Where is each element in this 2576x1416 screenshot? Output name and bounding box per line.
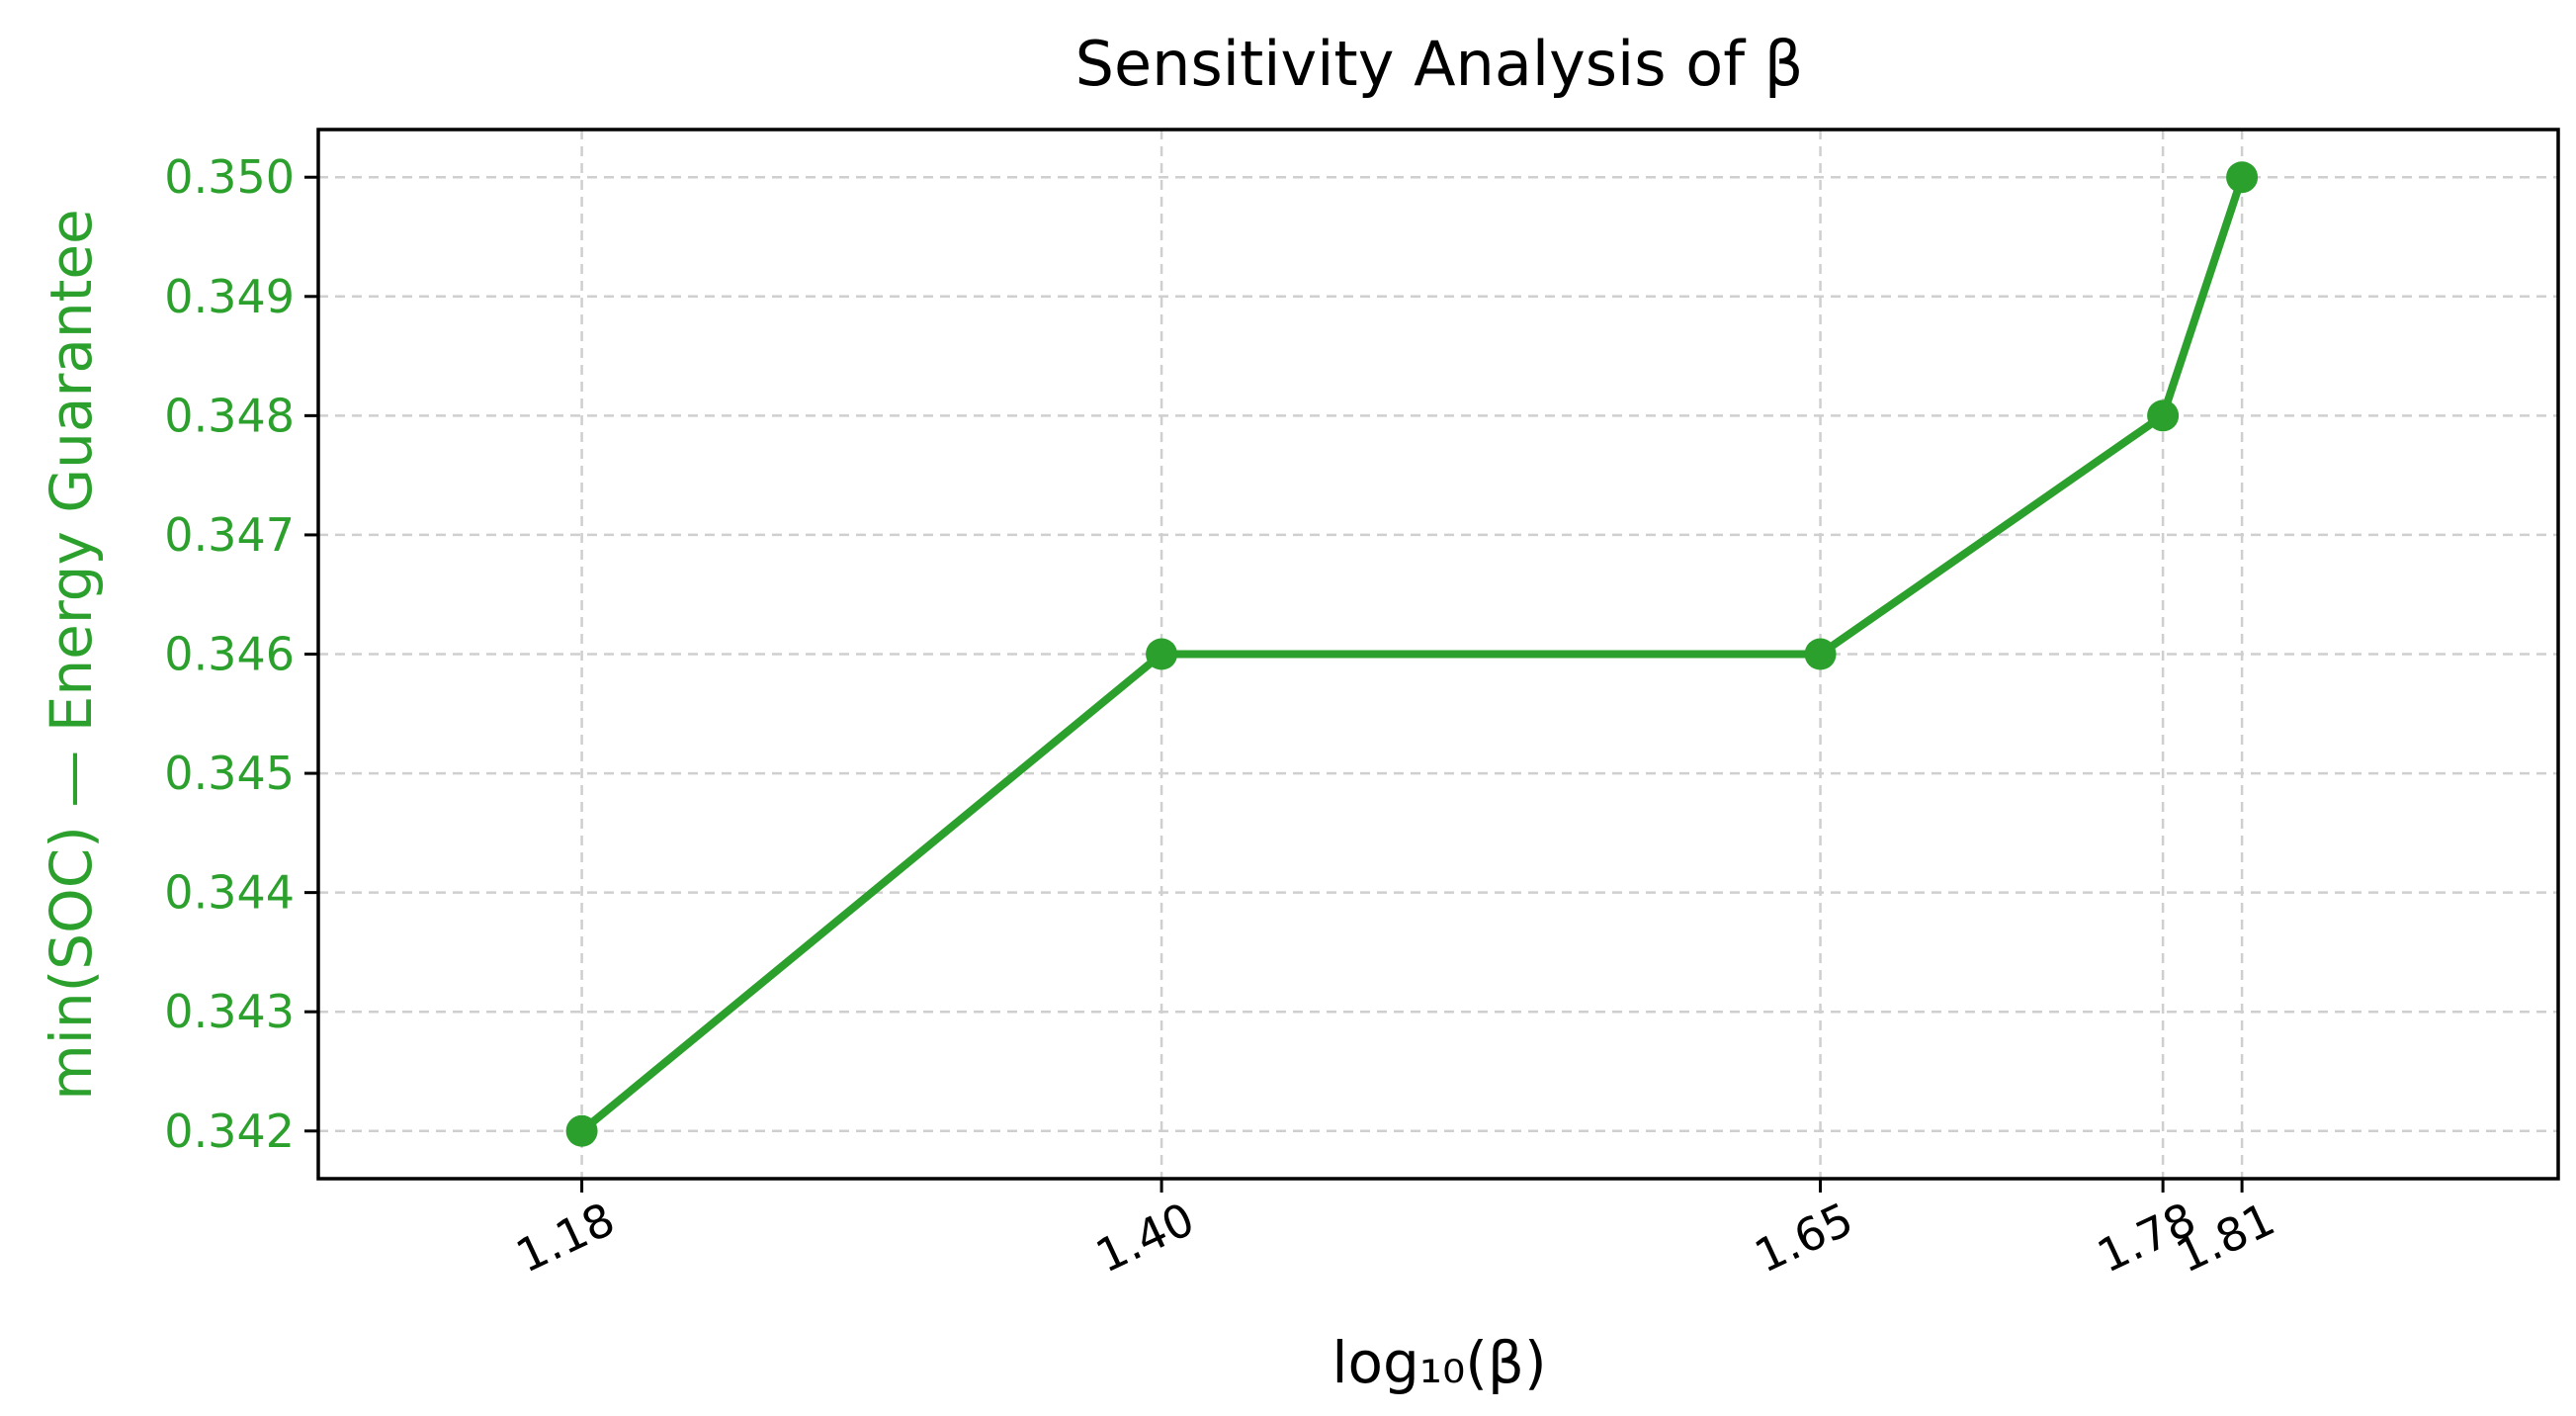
y-tick-label: 0.347 <box>164 508 295 562</box>
x-tick-label: 1.65 <box>1747 1192 1861 1283</box>
series-layer <box>565 161 2259 1147</box>
y-tick-label: 0.350 <box>164 150 295 204</box>
y-tick-label: 0.348 <box>164 389 295 442</box>
y-tick-label: 0.349 <box>164 270 295 323</box>
y-tick-label: 0.345 <box>164 747 295 800</box>
chart-title: Sensitivity Analysis of β <box>1075 28 1804 100</box>
x-axis-label: log₁₀(β) <box>1331 1329 1546 1396</box>
y-axis-label: min(SOC) — Energy Guarantee <box>38 209 105 1100</box>
data-point <box>565 1114 598 1147</box>
y-tick-label: 0.346 <box>164 628 295 681</box>
y-axis-ticks: 0.342 0.343 0.344 0.345 0.346 0.347 0.348 0.349… <box>164 150 318 1158</box>
y-tick-label: 0.344 <box>164 866 295 920</box>
data-point <box>1146 638 1178 670</box>
x-tick-label: 1.18 <box>508 1192 623 1283</box>
x-axis-ticks: 1.18 1.40 1.65 1.781.81 <box>508 1179 2282 1283</box>
y-tick-label: 0.343 <box>164 985 295 1038</box>
y-tick-label: 0.342 <box>164 1105 295 1158</box>
data-point <box>1804 638 1837 670</box>
data-point <box>2147 399 2180 432</box>
x-tick-label: 1.40 <box>1087 1192 1202 1283</box>
grid-layer <box>318 130 2558 1179</box>
data-point <box>2226 161 2259 194</box>
